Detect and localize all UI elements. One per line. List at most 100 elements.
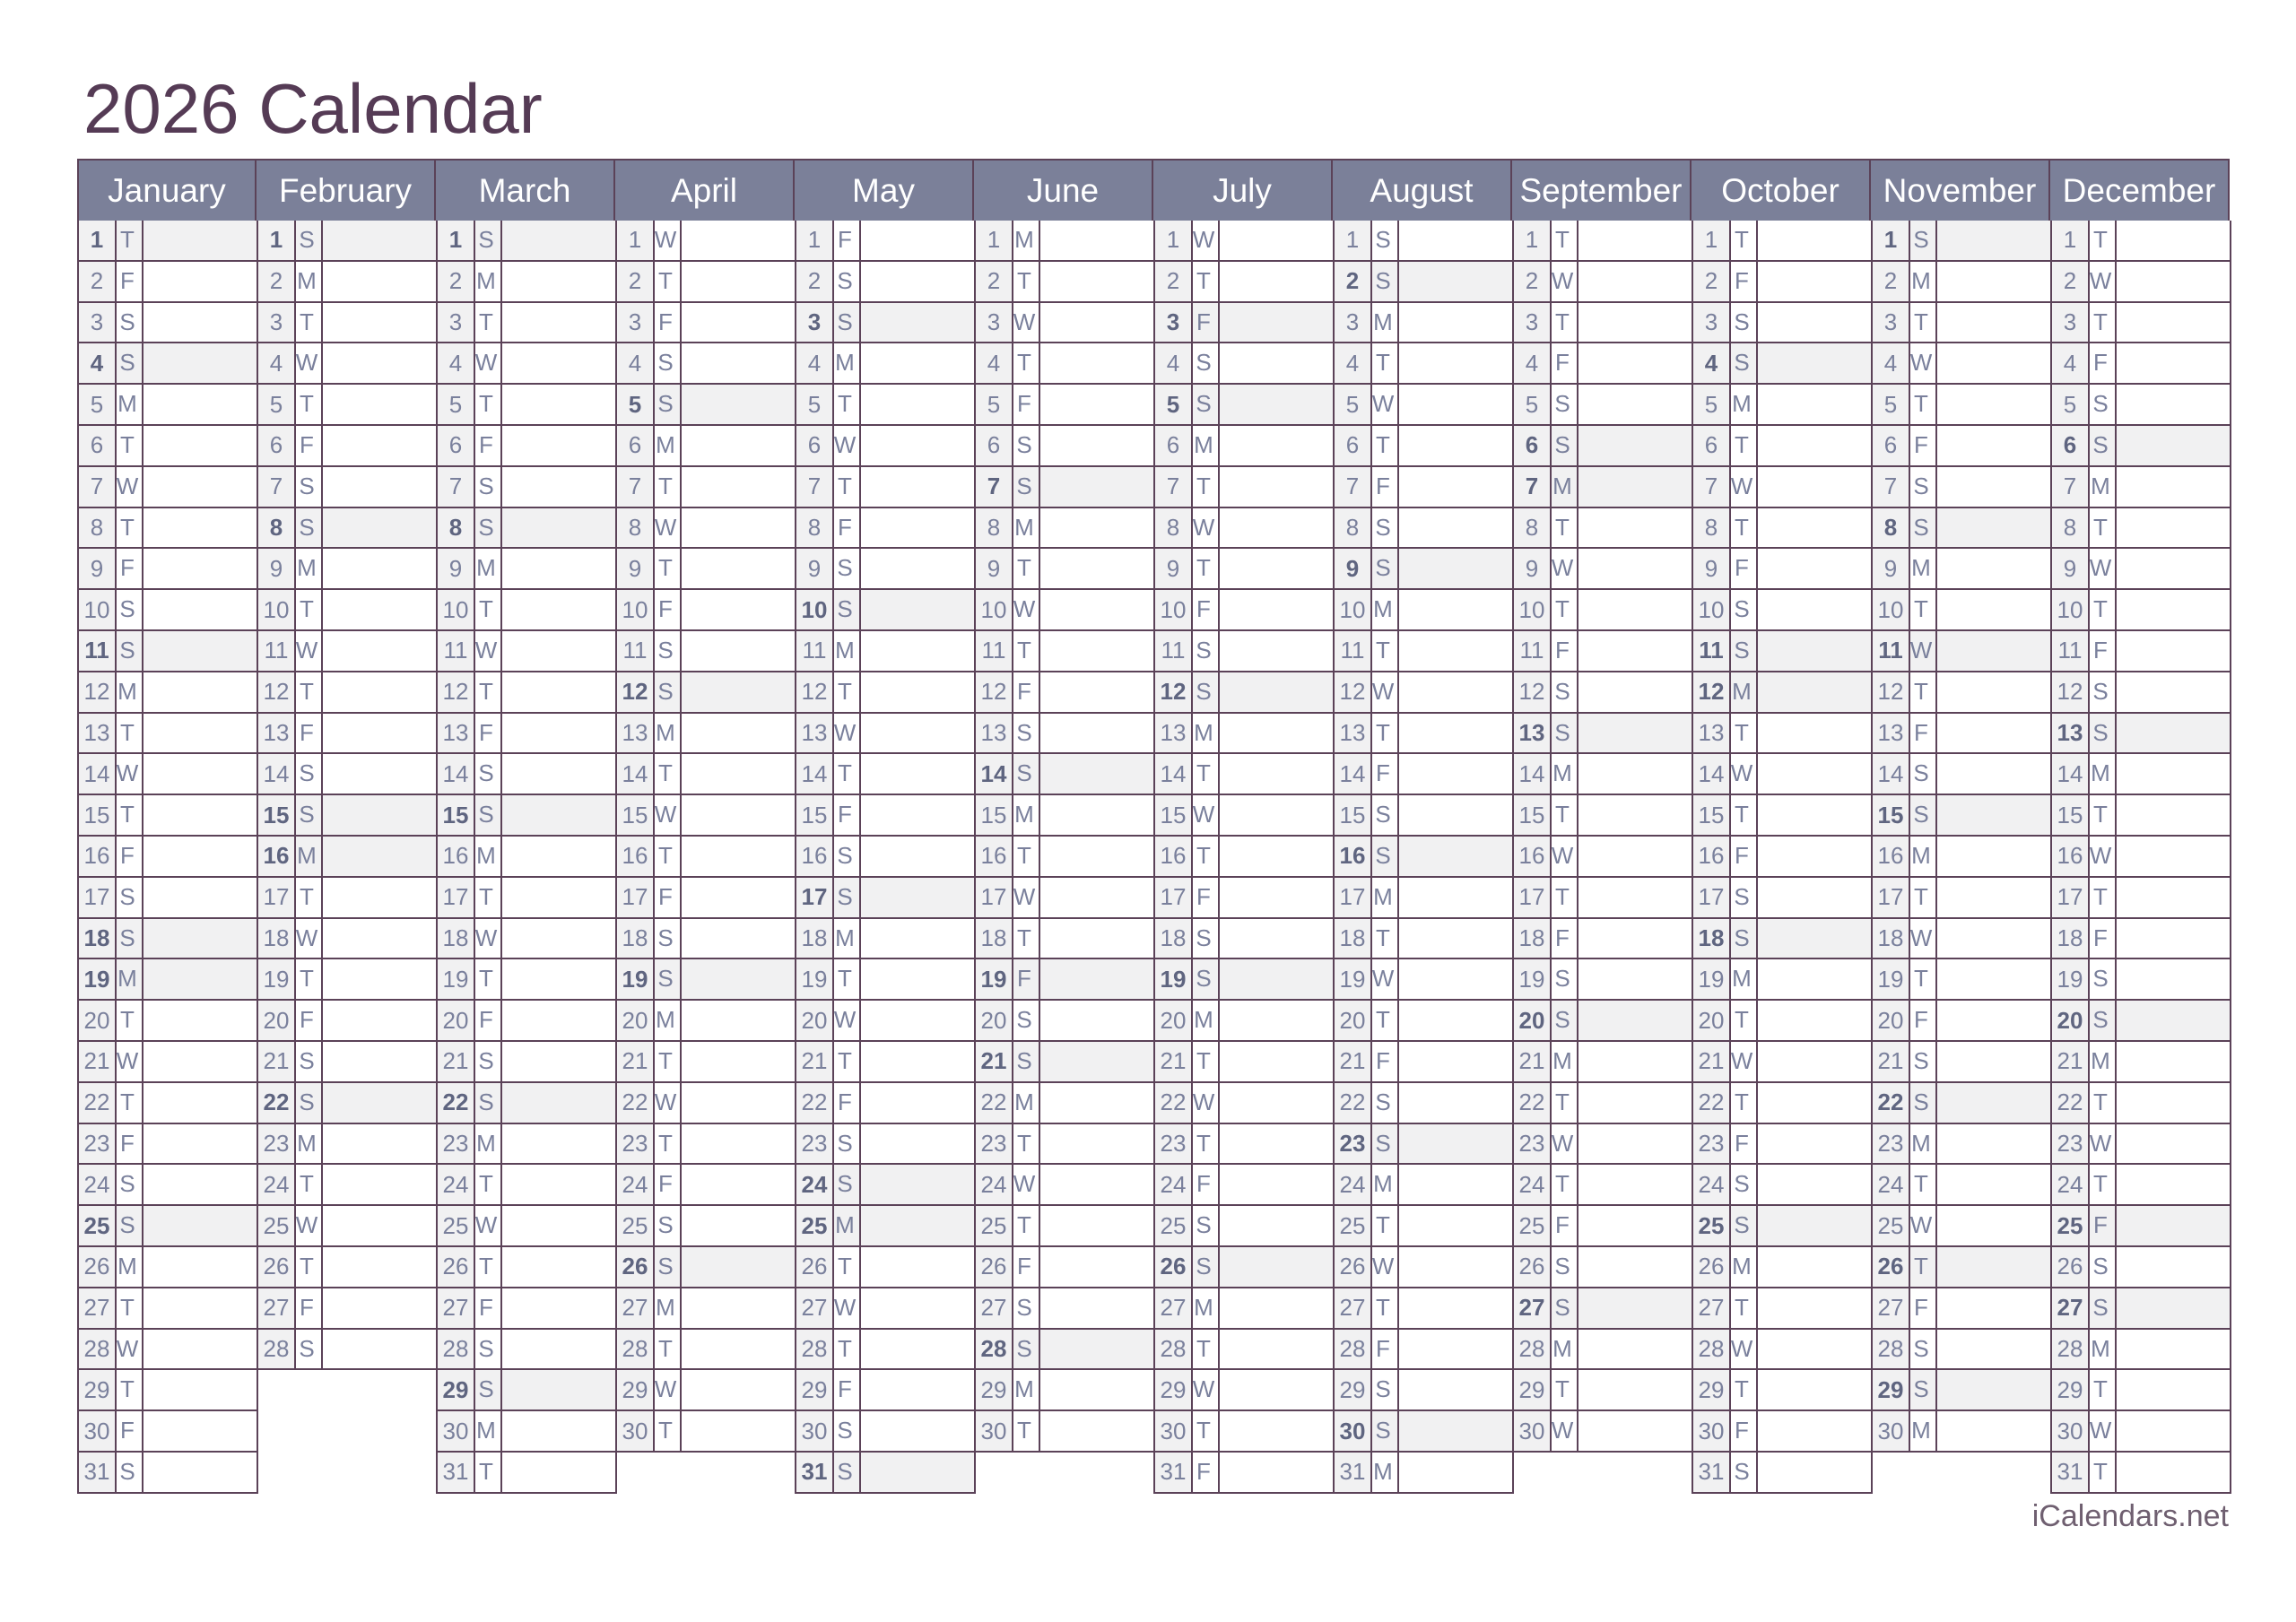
note-cell [502, 303, 615, 343]
note-cell [502, 507, 615, 548]
note-cell [1758, 918, 1871, 958]
day-number: 1 [617, 221, 655, 260]
note-cell [1937, 795, 2050, 835]
note-cell [2117, 262, 2230, 301]
day-row: 4 [1871, 343, 2052, 386]
weekday-cell [475, 754, 502, 794]
note-cell [502, 467, 615, 507]
weekday-cell [1731, 877, 1758, 917]
day-row: 12 [77, 672, 258, 714]
day-number: 25 [258, 1206, 296, 1245]
day-row: 8 [795, 507, 976, 550]
note-cell [1220, 385, 1333, 424]
day-number: 27 [438, 1288, 475, 1328]
weekday-cell [1193, 630, 1220, 671]
day-number: 21 [1693, 1041, 1731, 1081]
day-number: 16 [1873, 836, 1910, 876]
weekday-cell [1193, 836, 1220, 876]
weekday-cell [2090, 672, 2117, 712]
note-cell [1399, 672, 1512, 712]
day-row: 30 [1512, 1411, 1693, 1453]
day-row: 6 [1512, 425, 1693, 467]
weekday-cell [655, 507, 682, 548]
day-number: 12 [617, 672, 655, 712]
day-number: 6 [258, 425, 296, 465]
weekday-cell [2090, 713, 2117, 753]
note-cell [323, 385, 436, 424]
day-number: 26 [617, 1246, 655, 1287]
day-row: 30 [974, 1411, 1155, 1453]
weekday-cell [834, 795, 861, 835]
day-number: 3 [2052, 302, 2090, 343]
weekday-cell [1193, 959, 1220, 1000]
day-number: 15 [1514, 795, 1552, 835]
day-number: 26 [1514, 1246, 1552, 1287]
day-number: 31 [1335, 1452, 1372, 1492]
note-cell [502, 878, 615, 917]
note-cell [1578, 1370, 1692, 1409]
day-row: 4 [436, 343, 617, 386]
note-cell [682, 754, 795, 794]
day-number: 24 [2052, 1165, 2090, 1205]
day-row: 16 [257, 836, 438, 878]
weekday-cell [1552, 1370, 1578, 1410]
day-number: 25 [1873, 1206, 1910, 1245]
note-cell [323, 878, 436, 917]
note-cell [1578, 221, 1692, 260]
day-row: 4 [2050, 343, 2231, 386]
weekday-cell [117, 1411, 144, 1451]
note-cell [1758, 385, 1871, 424]
note-cell [1578, 1124, 1692, 1164]
note-cell [1399, 919, 1512, 958]
day-number: 15 [258, 795, 296, 835]
day-row: 27 [1153, 1288, 1335, 1330]
day-number: 30 [617, 1411, 655, 1451]
note-cell [1758, 508, 1871, 548]
weekday-cell [2090, 1206, 2117, 1245]
weekday-cell [1552, 877, 1578, 917]
day-row: 2 [1512, 261, 1693, 303]
weekday-cell [1013, 1041, 1040, 1081]
day-number: 13 [438, 713, 475, 753]
day-number: 19 [617, 959, 655, 1000]
day-row: 7 [1153, 466, 1335, 508]
day-number: 1 [796, 221, 834, 260]
weekday-cell [1372, 507, 1399, 548]
day-row: 25 [1512, 1206, 1693, 1247]
note-cell [861, 467, 974, 507]
day-number: 9 [1155, 549, 1193, 589]
day-row: 26 [1333, 1246, 1514, 1288]
day-number: 7 [79, 466, 117, 507]
weekday-cell [1193, 590, 1220, 629]
note-cell [144, 508, 257, 548]
weekday-cell [1731, 959, 1758, 1000]
month-march: March 1 2 3 4 5 6 7 8 9 10 11 12 13 14 15 16 17 18 19 20 21 22… [436, 159, 617, 1494]
weekday-cell [296, 959, 323, 1000]
note-cell [1399, 467, 1512, 507]
day-row: 20 [615, 1001, 796, 1042]
day-number: 25 [1693, 1206, 1731, 1245]
day-number: 19 [1155, 959, 1193, 1000]
day-row: 15 [615, 795, 796, 837]
weekday-cell [1372, 1001, 1399, 1040]
weekday-cell [1910, 1329, 1937, 1369]
day-number: 29 [79, 1370, 117, 1410]
weekday-cell [2090, 918, 2117, 958]
note-cell [502, 1206, 615, 1245]
note-cell [323, 262, 436, 301]
note-cell [1758, 262, 1871, 301]
note-cell [682, 795, 795, 835]
day-row: 16 [1692, 836, 1873, 878]
weekday-cell [655, 918, 682, 958]
weekday-cell [1193, 1123, 1220, 1164]
day-number: 9 [79, 549, 117, 589]
weekday-cell [2090, 1246, 2117, 1287]
day-row: 13 [77, 713, 258, 755]
day-row: 3 [1871, 302, 2052, 344]
weekday-cell [834, 425, 861, 465]
day-number: 7 [1693, 466, 1731, 507]
day-row: 14 [1692, 754, 1873, 796]
day-number: 27 [258, 1288, 296, 1328]
day-number: 10 [617, 590, 655, 629]
weekday-cell [834, 507, 861, 548]
